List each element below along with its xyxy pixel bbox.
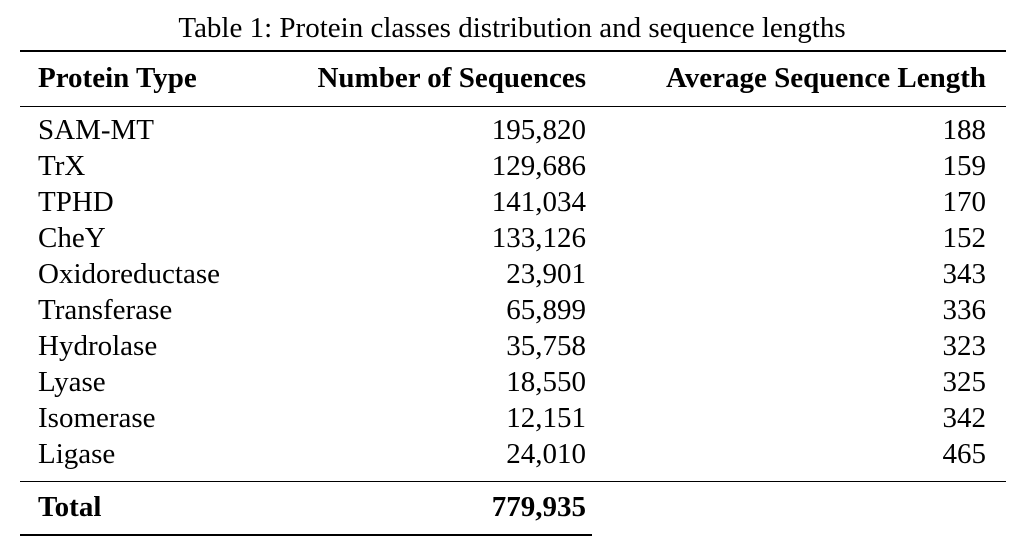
table-row: Transferase 65,899 336 [0, 292, 1024, 328]
average-length-cell: 170 [942, 186, 987, 218]
protein-type-cell: Ligase [38, 438, 116, 470]
table-row: Oxidoreductase 23,901 343 [0, 256, 1024, 292]
average-length-cell: 325 [942, 366, 987, 398]
sequence-count-cell: 195,820 [491, 114, 586, 146]
protein-type-cell: Transferase [38, 294, 173, 326]
table-row: TPHD 141,034 170 [0, 184, 1024, 220]
sequence-count-cell: 133,126 [491, 222, 586, 254]
sequence-count-cell: 24,010 [506, 438, 586, 470]
table-header-row: Protein Type Number of Sequences Average… [0, 58, 1024, 98]
header-average-sequence-length: Average Sequence Length [665, 62, 986, 94]
average-length-cell: 159 [942, 150, 987, 182]
table-bottom-rule [20, 534, 592, 536]
average-length-cell: 152 [942, 222, 987, 254]
average-length-cell: 336 [942, 294, 987, 326]
average-length-cell: 343 [942, 258, 987, 290]
header-number-of-sequences: Number of Sequences [317, 62, 586, 94]
sequence-count-cell: 65,899 [506, 294, 586, 326]
table-row: Hydrolase 35,758 323 [0, 328, 1024, 364]
table-row: CheY 133,126 152 [0, 220, 1024, 256]
protein-type-cell: SAM-MT [38, 114, 155, 146]
total-label: Total [38, 491, 102, 523]
sequence-count-cell: 12,151 [506, 402, 586, 434]
protein-type-cell: Hydrolase [38, 330, 158, 362]
sequence-count-cell: 129,686 [491, 150, 586, 182]
table-total-row: Total 779,935 [0, 487, 1024, 527]
table-row: SAM-MT 195,820 188 [0, 112, 1024, 148]
table-top-rule [20, 50, 1006, 52]
table-row: Ligase 24,010 465 [0, 436, 1024, 472]
table-row: Isomerase 12,151 342 [0, 400, 1024, 436]
header-protein-type: Protein Type [38, 62, 197, 94]
protein-type-cell: Oxidoreductase [38, 258, 220, 290]
sequence-count-cell: 35,758 [506, 330, 586, 362]
average-length-cell: 323 [942, 330, 987, 362]
table-caption: Table 1: Protein classes distribution an… [178, 12, 846, 44]
average-length-cell: 342 [942, 402, 987, 434]
table-header-rule [20, 106, 1006, 107]
sequence-count-cell: 23,901 [506, 258, 586, 290]
sequence-count-cell: 18,550 [506, 366, 586, 398]
protein-type-cell: Lyase [38, 366, 106, 398]
total-separator-rule [20, 481, 1006, 482]
table-row: Lyase 18,550 325 [0, 364, 1024, 400]
protein-type-cell: CheY [38, 222, 106, 254]
sequence-count-cell: 141,034 [491, 186, 586, 218]
table-row: TrX 129,686 159 [0, 148, 1024, 184]
table-body: SAM-MT 195,820 188 TrX 129,686 159 TPHD … [0, 112, 1024, 472]
total-sequence-count: 779,935 [491, 491, 586, 523]
protein-type-cell: Isomerase [38, 402, 156, 434]
average-length-cell: 188 [942, 114, 987, 146]
protein-type-cell: TrX [38, 150, 86, 182]
protein-type-cell: TPHD [38, 186, 114, 218]
average-length-cell: 465 [942, 438, 987, 470]
